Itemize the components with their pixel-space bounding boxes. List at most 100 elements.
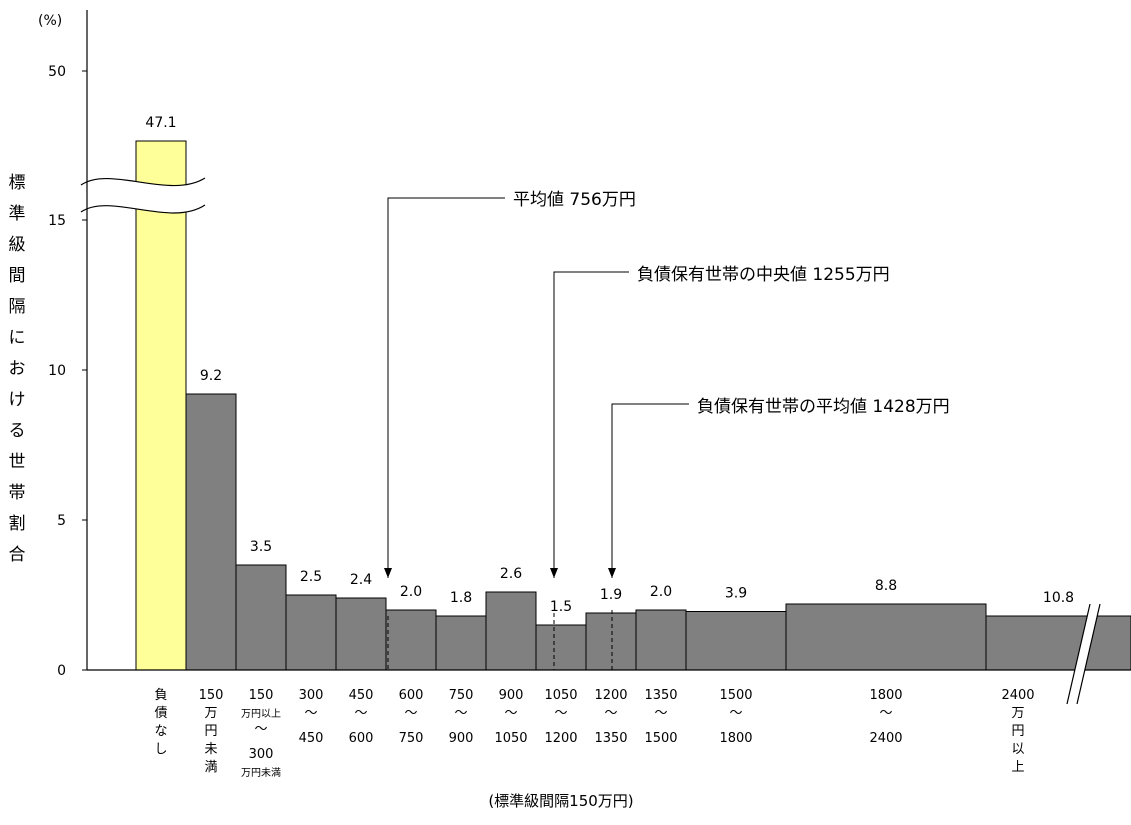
- value-label-2: 3.5: [250, 539, 272, 555]
- annotation-arrowhead-1: [550, 568, 558, 578]
- y-title-char-12: 合: [9, 545, 26, 565]
- x-axis-title: (標準級間隔150万円): [488, 792, 633, 810]
- y-axis-break-band: [81, 178, 205, 213]
- x-tick-label-13-1: 万: [1011, 706, 1024, 721]
- x-tick-label-2-3: 300: [249, 747, 274, 762]
- y-title-char-3: 間: [9, 266, 26, 286]
- y-title-char-4: 隔: [9, 297, 26, 317]
- x-tick-label-12-1: 〜: [879, 706, 892, 721]
- value-label-0: 47.1: [145, 115, 176, 131]
- x-tick-label-9-0: 1200: [594, 688, 627, 703]
- x-tick-label-13-4: 上: [1011, 760, 1024, 775]
- y-title-char-6: お: [9, 359, 26, 379]
- x-tick-label-11-0: 1500: [719, 688, 752, 703]
- x-tick-label-2-4: 万円未満: [241, 767, 281, 779]
- bar-5: [385, 609, 437, 671]
- y-title-char-7: け: [9, 390, 26, 410]
- bar-0: [135, 140, 187, 671]
- x-tick-label-12-2: 2400: [869, 731, 902, 746]
- x-tick-label-0-0: 負: [154, 688, 167, 703]
- x-tick-label-4-1: 〜: [354, 706, 367, 721]
- value-label-7: 2.6: [500, 566, 522, 582]
- x-tick-label-11-2: 1800: [719, 731, 752, 746]
- x-tick-label-13-2: 円: [1011, 724, 1024, 739]
- annotation-leader-2: [611, 403, 689, 578]
- value-labels-group: 47.1 9.2 3.5 2.5 2.4 2.0 1.8 2.6 1.5 1.9 2.0 3.9 8.8…: [145, 115, 1074, 615]
- annotation-arrowhead-0: [384, 568, 392, 578]
- x-tick-label-11-1: 〜: [729, 706, 742, 721]
- bar-7: [485, 591, 537, 671]
- x-tick-label-1-2: 円: [204, 724, 217, 739]
- y-axis-unit: (%): [38, 13, 62, 29]
- bar-8: [535, 624, 587, 671]
- x-tick-label-10-0: 1350: [644, 688, 677, 703]
- x-tick-label-4-2: 600: [349, 731, 374, 746]
- x-tick-label-4-0: 450: [349, 688, 374, 703]
- value-label-9: 1.9: [600, 587, 622, 603]
- x-tick-label-13-3: 以: [1011, 742, 1024, 757]
- annotation-leader-0: [387, 197, 505, 578]
- y-title-char-2: 級: [9, 235, 26, 255]
- axes-group: [80, 10, 1131, 705]
- marker-dashes-group: [387, 610, 613, 670]
- x-tick-label-9-1: 〜: [604, 706, 617, 721]
- annotation-label-0: 平均値 756万円: [513, 190, 636, 210]
- x-tick-label-9-2: 1350: [594, 731, 627, 746]
- x-tick-label-6-1: 〜: [454, 706, 467, 721]
- x-axis-break-line-2: [1076, 603, 1101, 705]
- x-tick-label-7-1: 〜: [504, 706, 517, 721]
- x-tick-label-7-2: 1050: [494, 731, 527, 746]
- y-title-char-9: 世: [9, 452, 26, 472]
- y-tick-label-10: 10: [48, 363, 66, 379]
- x-tick-label-7-0: 900: [499, 688, 524, 703]
- y-tick-label-5: 5: [57, 513, 66, 529]
- x-axis-break-line-1: [1066, 603, 1091, 705]
- annotation-label-2: 負債保有世帯の平均値 1428万円: [697, 397, 950, 417]
- y-title-char-1: 準: [9, 204, 26, 224]
- x-tick-label-2-1: 万円以上: [241, 708, 281, 720]
- annotation-arrowhead-2: [608, 568, 616, 578]
- bar-4: [335, 597, 387, 671]
- y-tick-labels-group: 0 5 10 15 50: [48, 64, 66, 679]
- x-tick-label-0-3: し: [154, 742, 167, 757]
- x-tick-label-13-0: 2400: [1001, 688, 1034, 703]
- x-tick-label-3-1: 〜: [304, 706, 317, 721]
- x-tick-label-8-1: 〜: [554, 706, 567, 721]
- value-label-6: 1.8: [450, 590, 472, 606]
- x-tick-label-2-2: 〜: [254, 722, 267, 737]
- x-tick-label-1-0: 150: [199, 688, 224, 703]
- y-tick-label-0: 0: [57, 663, 66, 679]
- bar-13: [985, 615, 1131, 671]
- value-label-12: 8.8: [875, 578, 897, 594]
- y-title-char-0: 標: [9, 173, 26, 193]
- bar-11: [685, 611, 787, 671]
- x-axis-break-band: [1067, 604, 1100, 704]
- x-tick-label-1-1: 万: [204, 706, 217, 721]
- x-tick-label-12-0: 1800: [869, 688, 902, 703]
- y-tick-label-15: 15: [48, 213, 66, 229]
- y-title-char-5: に: [9, 328, 26, 348]
- value-label-5: 2.0: [400, 584, 422, 600]
- x-tick-label-6-0: 750: [449, 688, 474, 703]
- annotation-leader-1: [553, 271, 629, 578]
- y-tick-label-50: 50: [48, 64, 66, 80]
- x-tick-label-8-2: 1200: [544, 731, 577, 746]
- value-label-13: 10.8: [1043, 590, 1074, 606]
- value-label-11: 3.9: [725, 586, 747, 602]
- bar-10: [635, 609, 687, 671]
- x-tick-label-0-2: な: [154, 724, 167, 739]
- x-tick-label-1-4: 満: [204, 760, 217, 775]
- x-tick-label-5-0: 600: [399, 688, 424, 703]
- x-tick-label-1-3: 未: [204, 742, 217, 757]
- value-label-10: 2.0: [650, 584, 672, 600]
- y-title-char-8: る: [9, 421, 26, 441]
- x-tick-label-10-1: 〜: [654, 706, 667, 721]
- value-label-1: 9.2: [200, 368, 222, 384]
- value-label-8: 1.5: [550, 599, 572, 615]
- x-tick-label-3-2: 450: [299, 731, 324, 746]
- x-tick-label-2-0: 150: [249, 688, 274, 703]
- bar-9: [585, 612, 637, 671]
- y-title-char-11: 割: [9, 514, 26, 534]
